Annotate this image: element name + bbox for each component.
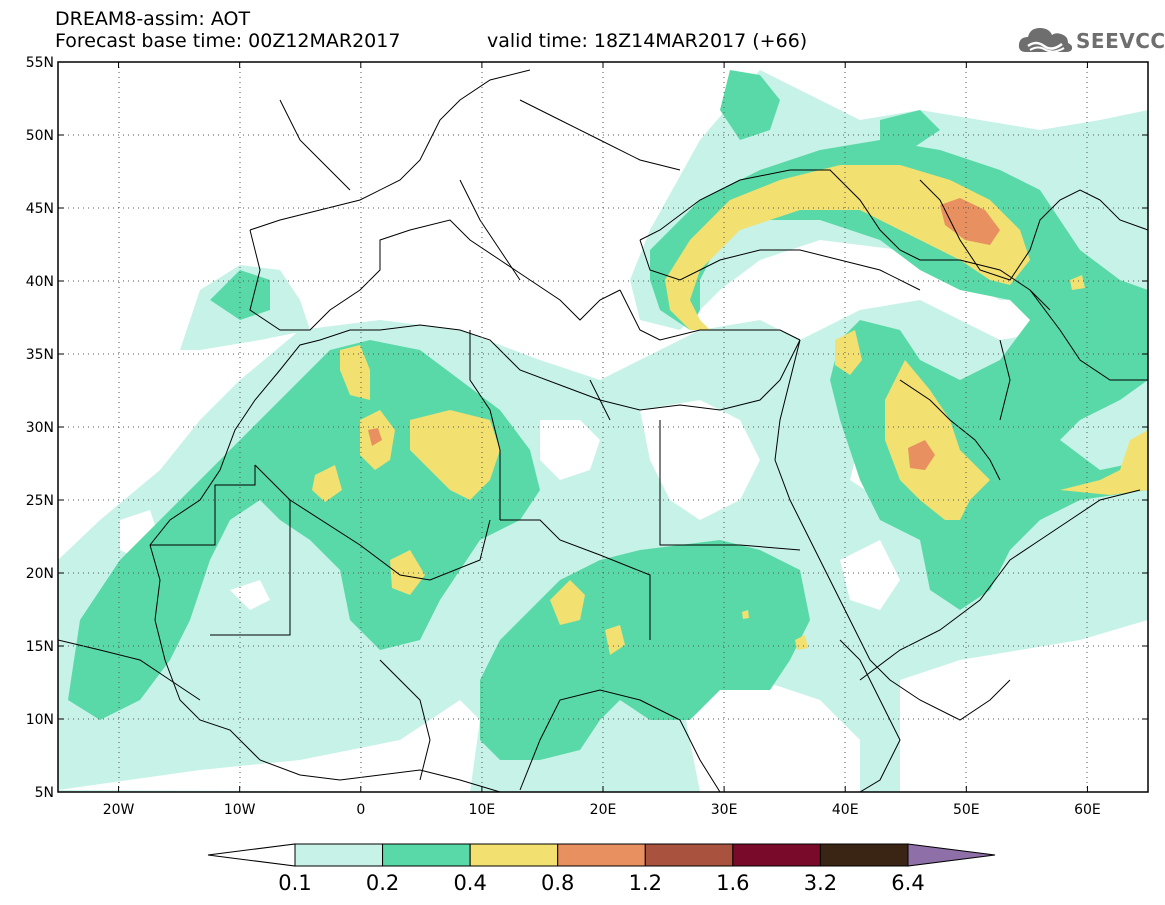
cloud-icon [1018, 28, 1073, 53]
lon-tick-label: 20W [103, 802, 135, 818]
logo-text: SEEVCCC [1076, 29, 1165, 53]
lat-tick-label: 25N [26, 493, 54, 509]
colorbar-upper-triangle [907, 843, 996, 867]
coastlines-borders [58, 69, 1148, 792]
colorbar-box [294, 843, 384, 867]
lat-tick-label: 20N [26, 566, 54, 582]
colorbar-label: 0.8 [541, 871, 574, 895]
colorbar-label: 3.2 [804, 871, 837, 895]
colorbar-box [732, 843, 821, 867]
colorbar-box [644, 843, 734, 867]
aot-colorbar: 0.1 0.2 0.4 0.8 1.2 1.6 3.2 6.4 [207, 843, 996, 895]
colorbar-label: 6.4 [891, 871, 924, 895]
lon-tick-label: 30E [711, 802, 738, 818]
colorbar-label: 1.6 [716, 871, 749, 895]
lat-tick-label: 5N [35, 785, 54, 801]
colorbar-box [557, 843, 646, 867]
product-title: DREAM8-assim: AOT [55, 8, 251, 30]
lat-tick-label: 45N [26, 201, 54, 217]
valid-time-label: valid time: 18Z14MAR2017 (+66) [487, 30, 808, 52]
lat-tick-label: 10N [26, 712, 54, 728]
colorbar-lower-triangle [207, 843, 296, 867]
aot-clear-patches [58, 400, 1148, 792]
lon-tick-label: 0 [356, 802, 365, 818]
lat-tick-label: 15N [26, 639, 54, 655]
colorbar-label: 0.4 [453, 871, 486, 895]
lon-tick-label: 40E [832, 802, 859, 818]
colorbar-box [469, 843, 559, 867]
lon-tick-label: 20E [590, 802, 617, 818]
lat-tick-label: 50N [26, 128, 54, 144]
colorbar-box [819, 843, 909, 867]
colorbar-label: 0.1 [278, 871, 311, 895]
lon-tick-label: 50E [953, 802, 980, 818]
aot-band-0.4 [312, 165, 1148, 655]
lon-tick-label: 10W [224, 802, 256, 818]
colorbar-box [382, 843, 471, 867]
lon-tick-label: 10E [469, 802, 496, 818]
lon-tick-label: 60E [1074, 802, 1101, 818]
colorbar-label: 0.2 [366, 871, 399, 895]
lat-tick-label: 35N [26, 347, 54, 363]
lat-tick-label: 55N [26, 55, 54, 71]
aot-band-0.8 [368, 198, 1000, 470]
aot-field [58, 70, 1148, 792]
seevccc-logo: SEEVCCC [1018, 22, 1165, 58]
lat-tick-label: 30N [26, 420, 54, 436]
map-axes: 20W 10W 0 10E 20E 30E 40E 50E 60E 55N 50N 45N 40N 35N… [26, 55, 1148, 818]
lat-tick-label: 40N [26, 274, 54, 290]
graticule [58, 62, 1148, 792]
colorbar-label: 1.2 [629, 871, 662, 895]
base-time-label: Forecast base time: 00Z12MAR2017 [55, 30, 401, 52]
